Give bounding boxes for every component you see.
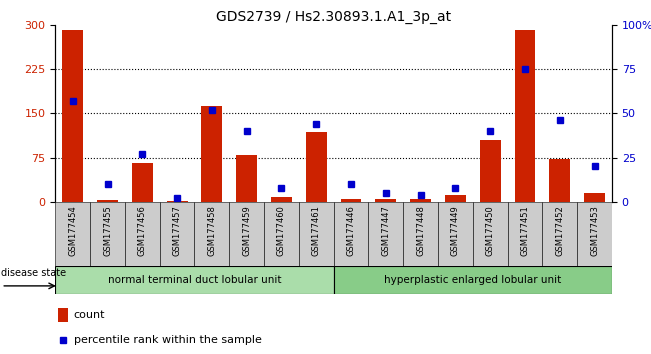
Bar (333, 202, 368, 266)
Bar (236, 155, 257, 202)
Bar (445, 195, 466, 202)
Text: hyperplastic enlarged lobular unit: hyperplastic enlarged lobular unit (384, 275, 561, 285)
Bar (55, 202, 90, 266)
Text: disease state: disease state (1, 268, 66, 279)
Text: GSM177460: GSM177460 (277, 205, 286, 256)
Text: GSM177446: GSM177446 (346, 205, 355, 256)
Bar (438, 202, 473, 266)
Bar (299, 202, 333, 266)
Title: GDS2739 / Hs2.30893.1.A1_3p_at: GDS2739 / Hs2.30893.1.A1_3p_at (216, 10, 451, 24)
Text: GSM177456: GSM177456 (138, 205, 147, 256)
Bar (480, 140, 501, 202)
Bar (159, 202, 195, 266)
Text: GSM177449: GSM177449 (451, 205, 460, 256)
Bar (97, 200, 118, 202)
Bar (340, 199, 361, 202)
Text: GSM177454: GSM177454 (68, 205, 77, 256)
Bar (201, 105, 222, 202)
Bar (403, 202, 438, 266)
Bar (368, 202, 403, 266)
Bar (584, 193, 605, 202)
Text: GSM177453: GSM177453 (590, 205, 599, 256)
Bar (90, 202, 125, 266)
Bar (125, 202, 159, 266)
Bar (508, 202, 542, 266)
Bar (542, 202, 577, 266)
Bar (333, 266, 612, 294)
Text: GSM177455: GSM177455 (103, 205, 112, 256)
Text: GSM177457: GSM177457 (173, 205, 182, 256)
Bar (132, 164, 153, 202)
Bar (55, 266, 333, 294)
Bar (229, 202, 264, 266)
Bar (376, 199, 396, 202)
Bar (62, 29, 83, 202)
Text: GSM177452: GSM177452 (555, 205, 564, 256)
Bar (473, 202, 508, 266)
Text: GSM177451: GSM177451 (520, 205, 529, 256)
Bar (410, 199, 431, 202)
Bar (195, 202, 229, 266)
Bar (514, 29, 535, 202)
Text: GSM177448: GSM177448 (416, 205, 425, 256)
Text: GSM177461: GSM177461 (312, 205, 321, 256)
Bar (549, 159, 570, 202)
Text: GSM177458: GSM177458 (208, 205, 216, 256)
Text: GSM177450: GSM177450 (486, 205, 495, 256)
Bar (306, 132, 327, 202)
Bar (577, 202, 612, 266)
Text: count: count (74, 310, 105, 320)
Text: normal terminal duct lobular unit: normal terminal duct lobular unit (107, 275, 281, 285)
Text: GSM177459: GSM177459 (242, 205, 251, 256)
Bar (271, 197, 292, 202)
Text: percentile rank within the sample: percentile rank within the sample (74, 335, 262, 344)
Bar (167, 201, 187, 202)
Text: GSM177447: GSM177447 (381, 205, 391, 256)
Bar (264, 202, 299, 266)
Bar (59, 308, 68, 322)
